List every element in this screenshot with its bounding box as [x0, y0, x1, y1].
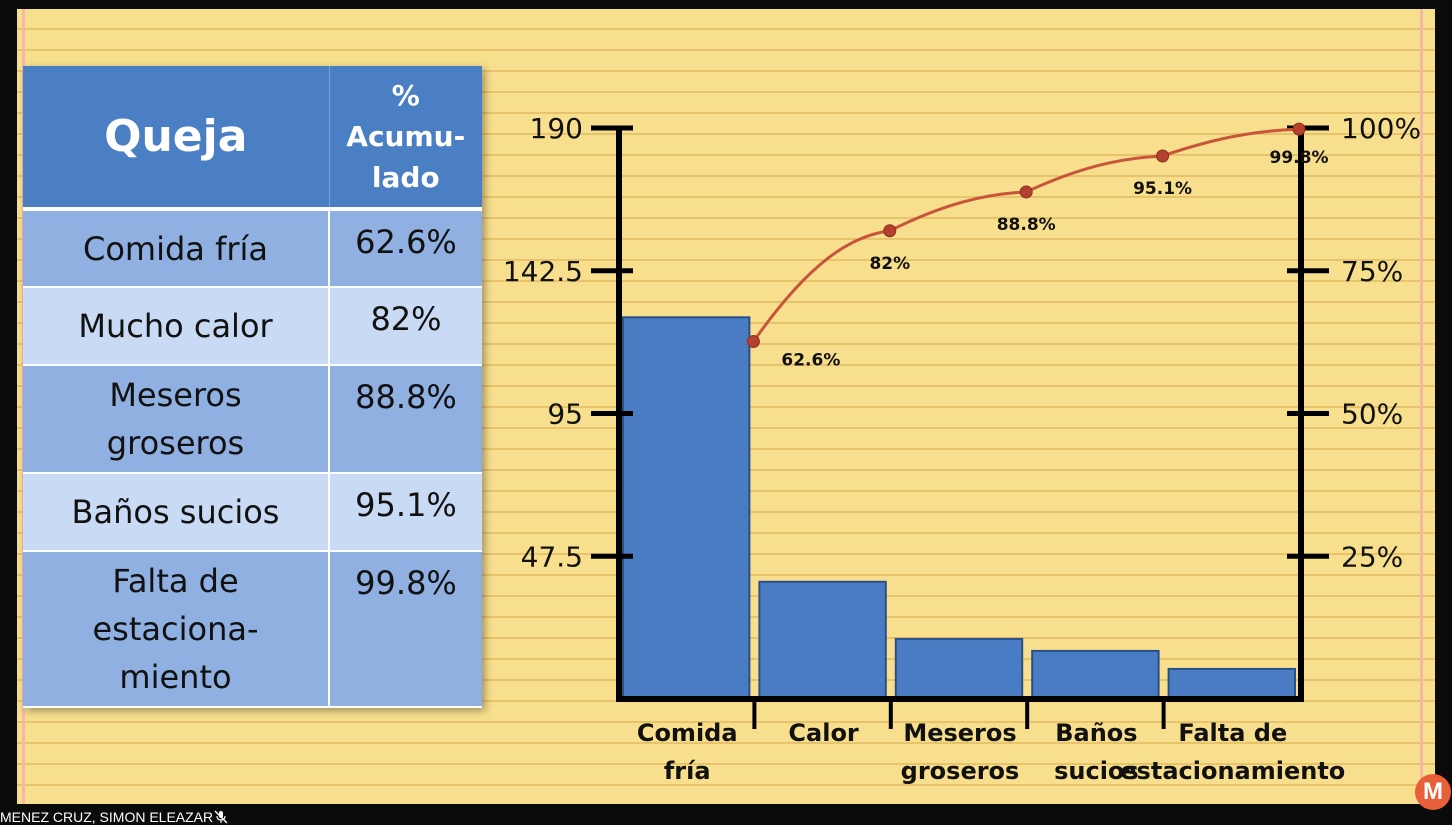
cumulative-line — [752, 127, 1300, 343]
y-tick-label: 142.5 — [503, 255, 583, 288]
cumulative-pct: 82% — [329, 287, 482, 366]
pareto-chart: 47.5 95 142.5 190 25% 50% 75% 100% Comida fría Cal… — [503, 112, 1421, 785]
name-line: Meseros — [109, 376, 242, 414]
complaint-name: Mucho calor — [23, 287, 330, 366]
bar — [758, 580, 887, 700]
name-line: Baños sucios — [71, 493, 280, 531]
y2-tick-label: 75% — [1341, 255, 1403, 288]
x-tick-label: Meseros — [903, 719, 1016, 747]
header-queja: Queja — [23, 66, 330, 211]
y2-tick-label: 100% — [1341, 112, 1421, 145]
y2-tick-label: 25% — [1341, 540, 1403, 573]
cumulative-label: 82% — [869, 254, 910, 274]
table-row: Comida fría 62.6% — [23, 209, 482, 288]
cumulative-point — [746, 335, 760, 349]
cumulative-pct: 95.1% — [329, 473, 482, 552]
cumulative-label: 88.8% — [997, 215, 1056, 235]
header-acum-line: lado — [371, 161, 440, 194]
complaint-table: Queja % Acumu- lado Comida fría 62.6% Mu… — [23, 66, 482, 708]
name-line: Falta de — [112, 562, 239, 600]
bar — [894, 637, 1024, 700]
header-acum-line: % — [391, 79, 420, 112]
cumulative-point — [1019, 185, 1033, 199]
cumulative-pct: 99.8% — [329, 551, 482, 708]
y-tick-label: 47.5 — [521, 540, 583, 573]
y-tick-label: 95 — [547, 398, 583, 431]
bar — [1031, 649, 1160, 700]
header-acum-line: Acumu- — [346, 120, 466, 153]
cumulative-label: 62.6% — [781, 351, 840, 371]
bar — [1167, 667, 1296, 701]
table-header-row: Queja % Acumu- lado — [23, 66, 482, 211]
complaint-name: Meseros groseros — [23, 365, 330, 474]
cumulative-pct: 88.8% — [329, 365, 482, 474]
name-line: estaciona- — [92, 610, 259, 648]
y-tick-label: 190 — [530, 112, 583, 145]
x-tick-label: Calor — [788, 719, 859, 747]
cumulative-point — [1292, 122, 1306, 136]
complaint-name: Comida fría — [23, 209, 330, 288]
x-tick-label: estacionamiento — [1120, 757, 1345, 785]
cumulative-point — [1156, 149, 1170, 163]
bar — [622, 316, 751, 700]
y2-tick-label: 50% — [1341, 398, 1403, 431]
x-tick-label: Falta de — [1178, 719, 1287, 747]
cumulative-label: 95.1% — [1133, 179, 1192, 199]
complaint-name: Baños sucios — [23, 473, 330, 552]
logo: M — [1415, 774, 1451, 810]
table-row: Mucho calor 82% — [23, 287, 482, 366]
x-tick-label: Baños — [1055, 719, 1137, 747]
slide: Queja % Acumu- lado Comida fría 62.6% Mu… — [17, 9, 1451, 810]
complaint-name: Falta de estaciona- miento — [23, 551, 330, 708]
x-tick-label: fría — [664, 757, 711, 785]
name-line: miento — [119, 658, 232, 696]
table-row: Baños sucios 95.1% — [23, 473, 482, 552]
mic-muted-icon — [214, 810, 228, 824]
cumulative-pct: 62.6% — [329, 209, 482, 288]
table-row: Falta de estaciona- miento 99.8% — [23, 551, 482, 708]
margin-line-right — [1420, 9, 1423, 804]
participant-name: MENEZ CRUZ, SIMON ELEAZAR — [0, 809, 214, 825]
name-line: Mucho calor — [78, 307, 273, 345]
name-line: Comida fría — [83, 229, 268, 268]
header-acumulado: % Acumu- lado — [329, 66, 482, 211]
x-tick-label: Comida — [637, 719, 738, 747]
cumulative-label: 99.8% — [1270, 148, 1329, 168]
x-tick-label: sucios — [1054, 757, 1139, 785]
x-tick-label: groseros — [901, 757, 1020, 785]
name-line: groseros — [106, 424, 245, 462]
cumulative-point — [883, 224, 897, 238]
table-row: Meseros groseros 88.8% — [23, 365, 482, 474]
